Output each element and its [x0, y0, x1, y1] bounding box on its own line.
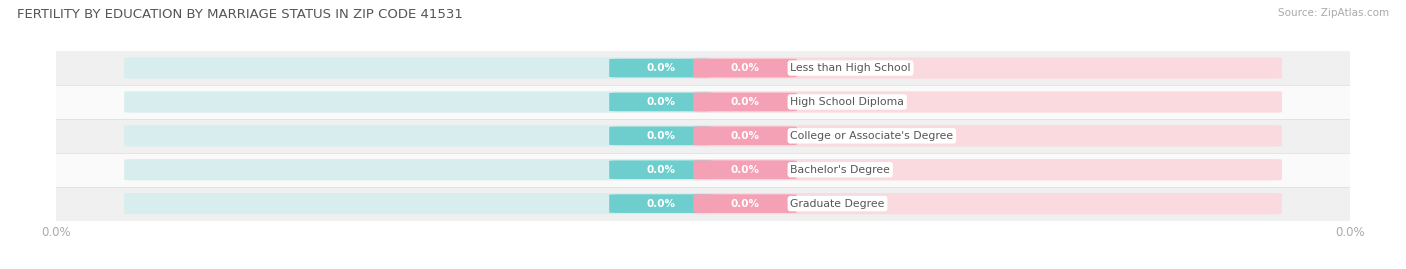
FancyBboxPatch shape — [609, 194, 713, 213]
FancyBboxPatch shape — [693, 59, 797, 77]
FancyBboxPatch shape — [124, 91, 713, 113]
Text: Source: ZipAtlas.com: Source: ZipAtlas.com — [1278, 8, 1389, 18]
Bar — [56, 187, 1350, 221]
Text: 0.0%: 0.0% — [647, 63, 675, 73]
FancyBboxPatch shape — [693, 159, 1282, 180]
FancyBboxPatch shape — [609, 126, 713, 145]
FancyBboxPatch shape — [609, 93, 713, 111]
Text: High School Diploma: High School Diploma — [790, 97, 904, 107]
Text: 0.0%: 0.0% — [731, 63, 759, 73]
Text: 0.0%: 0.0% — [731, 199, 759, 209]
FancyBboxPatch shape — [609, 59, 713, 77]
FancyBboxPatch shape — [124, 159, 713, 180]
FancyBboxPatch shape — [693, 126, 797, 145]
FancyBboxPatch shape — [609, 160, 713, 179]
Text: 0.0%: 0.0% — [731, 131, 759, 141]
Bar — [56, 119, 1350, 153]
Text: Bachelor's Degree: Bachelor's Degree — [790, 165, 890, 175]
Text: 0.0%: 0.0% — [647, 131, 675, 141]
FancyBboxPatch shape — [693, 160, 797, 179]
FancyBboxPatch shape — [124, 57, 713, 79]
Text: 0.0%: 0.0% — [647, 165, 675, 175]
Text: 0.0%: 0.0% — [731, 97, 759, 107]
FancyBboxPatch shape — [693, 125, 1282, 147]
Bar — [56, 51, 1350, 85]
FancyBboxPatch shape — [124, 125, 713, 147]
Bar — [56, 153, 1350, 187]
Text: FERTILITY BY EDUCATION BY MARRIAGE STATUS IN ZIP CODE 41531: FERTILITY BY EDUCATION BY MARRIAGE STATU… — [17, 8, 463, 21]
FancyBboxPatch shape — [693, 194, 797, 213]
Text: Less than High School: Less than High School — [790, 63, 911, 73]
FancyBboxPatch shape — [124, 193, 713, 214]
Text: Graduate Degree: Graduate Degree — [790, 199, 884, 209]
FancyBboxPatch shape — [693, 93, 797, 111]
FancyBboxPatch shape — [693, 91, 1282, 113]
Text: 0.0%: 0.0% — [731, 165, 759, 175]
FancyBboxPatch shape — [693, 193, 1282, 214]
Text: College or Associate's Degree: College or Associate's Degree — [790, 131, 953, 141]
Bar — [56, 85, 1350, 119]
Text: 0.0%: 0.0% — [647, 199, 675, 209]
Text: 0.0%: 0.0% — [647, 97, 675, 107]
FancyBboxPatch shape — [693, 57, 1282, 79]
